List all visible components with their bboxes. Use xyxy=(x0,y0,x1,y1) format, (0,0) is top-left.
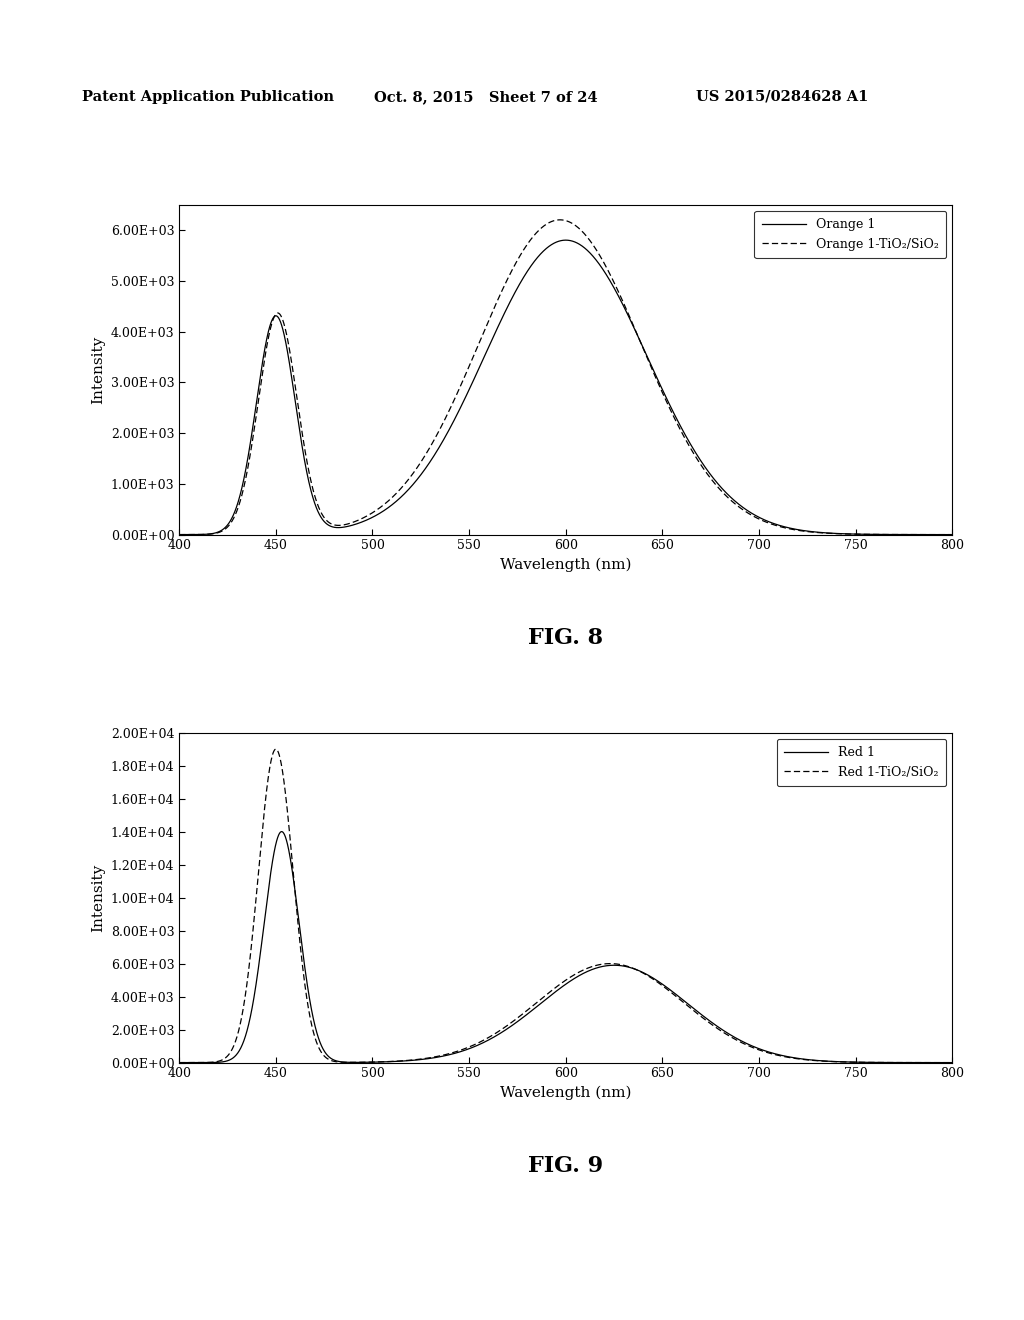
X-axis label: Wavelength (nm): Wavelength (nm) xyxy=(500,1086,632,1101)
Orange 1-TiO₂/SiO₂ xyxy=(173,527,185,543)
Orange 1-TiO₂/SiO₂ xyxy=(261,335,273,351)
Legend: Orange 1, Orange 1-TiO₂/SiO₂: Orange 1, Orange 1-TiO₂/SiO₂ xyxy=(755,211,946,259)
Y-axis label: Intensity: Intensity xyxy=(91,863,105,932)
Text: FIG. 9: FIG. 9 xyxy=(528,1155,603,1177)
Red 1-TiO₂/SiO₂ xyxy=(470,1036,482,1052)
Text: Oct. 8, 2015   Sheet 7 of 24: Oct. 8, 2015 Sheet 7 of 24 xyxy=(374,90,597,104)
Orange 1-TiO₂/SiO₂ xyxy=(946,527,958,543)
Text: US 2015/0284628 A1: US 2015/0284628 A1 xyxy=(696,90,868,104)
Orange 1 xyxy=(261,329,273,345)
Red 1-TiO₂/SiO₂ xyxy=(173,1055,185,1071)
Red 1-TiO₂/SiO₂ xyxy=(931,1055,943,1071)
Orange 1-TiO₂/SiO₂ xyxy=(470,343,482,359)
Orange 1 xyxy=(848,527,860,543)
Orange 1-TiO₂/SiO₂ xyxy=(307,483,319,499)
Orange 1 xyxy=(559,232,571,248)
Legend: Red 1, Red 1-TiO₂/SiO₂: Red 1, Red 1-TiO₂/SiO₂ xyxy=(777,739,946,787)
Orange 1-TiO₂/SiO₂ xyxy=(554,213,566,228)
Red 1 xyxy=(275,824,288,840)
Line: Orange 1-TiO₂/SiO₂: Orange 1-TiO₂/SiO₂ xyxy=(179,220,952,535)
Red 1 xyxy=(946,1055,958,1071)
Text: FIG. 8: FIG. 8 xyxy=(528,627,603,649)
Red 1 xyxy=(931,1055,943,1071)
Orange 1 xyxy=(307,491,319,507)
Orange 1 xyxy=(503,296,515,312)
Line: Red 1: Red 1 xyxy=(179,832,952,1063)
Orange 1-TiO₂/SiO₂ xyxy=(848,527,860,543)
Y-axis label: Intensity: Intensity xyxy=(91,335,105,404)
Red 1-TiO₂/SiO₂ xyxy=(307,1024,319,1040)
Red 1-TiO₂/SiO₂ xyxy=(261,776,273,792)
Red 1 xyxy=(173,1055,185,1071)
Text: Patent Application Publication: Patent Application Publication xyxy=(82,90,334,104)
Orange 1 xyxy=(173,527,185,543)
Red 1-TiO₂/SiO₂ xyxy=(503,1016,515,1032)
Red 1 xyxy=(470,1038,482,1053)
Red 1 xyxy=(503,1019,515,1035)
Line: Orange 1: Orange 1 xyxy=(179,240,952,535)
Orange 1 xyxy=(946,527,958,543)
Orange 1-TiO₂/SiO₂ xyxy=(503,268,515,284)
Red 1-TiO₂/SiO₂ xyxy=(269,741,282,756)
Red 1-TiO₂/SiO₂ xyxy=(848,1055,860,1071)
Red 1 xyxy=(261,890,273,906)
Red 1 xyxy=(848,1055,860,1071)
Orange 1-TiO₂/SiO₂ xyxy=(931,527,943,543)
Red 1 xyxy=(307,1011,319,1027)
Line: Red 1-TiO₂/SiO₂: Red 1-TiO₂/SiO₂ xyxy=(179,748,952,1063)
Red 1-TiO₂/SiO₂ xyxy=(946,1055,958,1071)
Orange 1 xyxy=(931,527,943,543)
Orange 1 xyxy=(470,368,482,384)
X-axis label: Wavelength (nm): Wavelength (nm) xyxy=(500,558,632,573)
